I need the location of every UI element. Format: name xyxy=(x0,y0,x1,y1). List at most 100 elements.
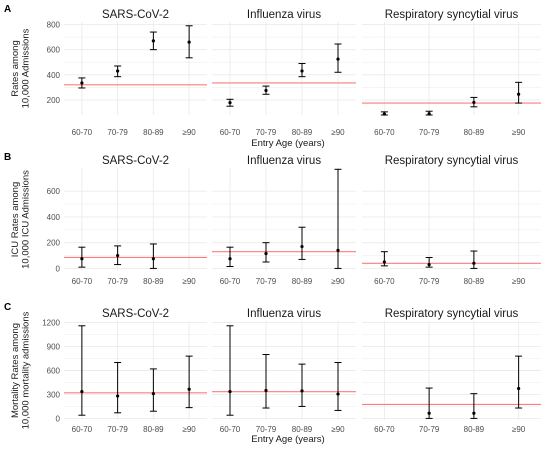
facet-sars-cov-2: SARS-CoV-2 60-70 70-79 80-89 ≥90 xyxy=(64,155,207,286)
y-axis-title-line: 10,000 mortality admissions xyxy=(21,311,32,429)
data-point xyxy=(80,257,84,261)
x-tick-label: 60-70 xyxy=(374,425,395,434)
data-point xyxy=(151,392,155,396)
facet-title: Respiratory syncytial virus xyxy=(385,308,519,320)
x-tick-label: 60-70 xyxy=(220,128,241,137)
data-point xyxy=(264,388,268,393)
data-point xyxy=(427,262,431,267)
y-tick-label: 400 xyxy=(47,213,61,222)
x-tick-label: 80-89 xyxy=(292,425,313,434)
y-axis-title-line: 10,000 Admissions xyxy=(21,28,32,108)
data-point xyxy=(382,260,386,264)
y-axis-title: Mortality Rates among10,000 mortality ad… xyxy=(10,311,32,429)
x-tick-label: ≥90 xyxy=(512,128,526,137)
facet-sars-cov-2: SARS-CoV-2 60-70 70-79 80-89 ≥90 xyxy=(64,9,207,137)
x-tick-label: 60-70 xyxy=(72,277,93,286)
y-tick-label: 1200 xyxy=(42,319,60,328)
y-axis-title: Rates among10,000 Admissions xyxy=(10,28,32,108)
data-point xyxy=(228,101,232,105)
x-axis-title: Entry Age (years) xyxy=(251,138,324,149)
x-tick-label: 80-89 xyxy=(143,425,164,434)
y-axis-title-line: ICU Rates among xyxy=(10,182,21,258)
y-tick-label: 900 xyxy=(47,343,61,352)
data-point xyxy=(472,100,476,105)
data-point xyxy=(517,92,521,96)
data-point xyxy=(517,386,521,391)
data-point xyxy=(116,253,120,258)
x-tick-label: 70-79 xyxy=(107,128,128,137)
data-point xyxy=(336,392,340,396)
data-point xyxy=(264,88,268,93)
x-tick-label: 80-89 xyxy=(464,425,485,434)
x-tick-label: 60-70 xyxy=(374,128,395,137)
y-tick-label: 800 xyxy=(47,21,61,30)
data-point xyxy=(116,394,120,398)
x-tick-label: 80-89 xyxy=(143,277,164,286)
panel-A: A Rates among10,000 Admissions 200 400 600 80… xyxy=(4,4,541,149)
data-point xyxy=(427,411,431,415)
data-point xyxy=(187,40,191,44)
facet-title: Respiratory syncytial virus xyxy=(385,9,519,21)
facet-title: SARS-CoV-2 xyxy=(102,308,169,320)
x-tick-label: 60-70 xyxy=(72,128,93,137)
y-axis-title-line: Mortality Rates among xyxy=(10,323,21,418)
x-tick-label: 60-70 xyxy=(72,425,93,434)
data-point xyxy=(336,57,340,61)
y-tick-label: 600 xyxy=(47,367,61,376)
x-tick-label: 80-89 xyxy=(292,277,313,286)
data-point xyxy=(300,69,304,73)
x-tick-label: 80-89 xyxy=(292,128,313,137)
x-tick-label: 70-79 xyxy=(419,277,440,286)
x-tick-label: 70-79 xyxy=(419,425,440,434)
y-tick-label: 200 xyxy=(47,239,61,248)
x-tick-label: 70-79 xyxy=(107,277,128,286)
x-tick-label: ≥90 xyxy=(512,425,526,434)
data-point xyxy=(80,390,84,394)
data-point xyxy=(116,69,120,73)
data-point xyxy=(228,390,232,394)
y-tick-label: 200 xyxy=(47,96,61,105)
x-tick-label: 70-79 xyxy=(256,128,277,137)
data-point xyxy=(187,387,191,391)
x-axis-title: Entry Age (years) xyxy=(251,434,324,445)
data-point xyxy=(264,252,268,256)
data-point xyxy=(300,244,304,249)
y-tick-label: 400 xyxy=(47,71,61,80)
facet-respiratory-syncytial-virus: Respiratory syncytial virus 60-70 70-79 80-… xyxy=(362,155,541,286)
x-tick-label: 70-79 xyxy=(256,425,277,434)
x-tick-label: ≥90 xyxy=(331,277,345,286)
data-point xyxy=(151,257,155,261)
x-tick-label: 80-89 xyxy=(464,128,485,137)
facet-influenza-virus: Influenza virus 60-70 70-79 80-89 ≥90 xyxy=(212,308,356,434)
data-point xyxy=(472,261,476,265)
facet-influenza-virus: Influenza virus 60-70 70-79 80-89 ≥90 xyxy=(212,9,356,137)
data-point xyxy=(427,112,431,116)
x-tick-label: 60-70 xyxy=(220,277,241,286)
x-tick-label: ≥90 xyxy=(512,277,526,286)
data-point xyxy=(382,112,386,116)
x-tick-label: ≥90 xyxy=(182,128,196,137)
y-axis-title-line: 10,000 ICU Admissions xyxy=(21,170,32,269)
data-point xyxy=(336,248,340,252)
panel-letter-A: A xyxy=(4,4,11,15)
x-tick-label: 80-89 xyxy=(143,128,164,137)
x-tick-label: 70-79 xyxy=(256,277,277,286)
data-point xyxy=(300,389,304,393)
facet-title: SARS-CoV-2 xyxy=(102,9,169,21)
facet-influenza-virus: Influenza virus 60-70 70-79 80-89 ≥90 xyxy=(212,155,356,286)
x-tick-label: ≥90 xyxy=(331,128,345,137)
facet-sars-cov-2: SARS-CoV-2 60-70 70-79 80-89 ≥90 xyxy=(64,308,207,434)
x-tick-label: 80-89 xyxy=(464,277,485,286)
x-tick-label: ≥90 xyxy=(182,277,196,286)
x-tick-label: 60-70 xyxy=(220,425,241,434)
facet-title: Influenza virus xyxy=(247,308,321,320)
y-axis-title: ICU Rates among10,000 ICU Admissions xyxy=(10,170,32,269)
data-point xyxy=(80,81,84,85)
y-tick-label: 300 xyxy=(47,390,61,399)
facet-respiratory-syncytial-virus: Respiratory syncytial virus 60-70 70-79 80-… xyxy=(362,308,541,434)
panel-letter-B: B xyxy=(4,152,11,163)
data-point xyxy=(151,39,155,43)
facet-title: Respiratory syncytial virus xyxy=(385,155,519,167)
